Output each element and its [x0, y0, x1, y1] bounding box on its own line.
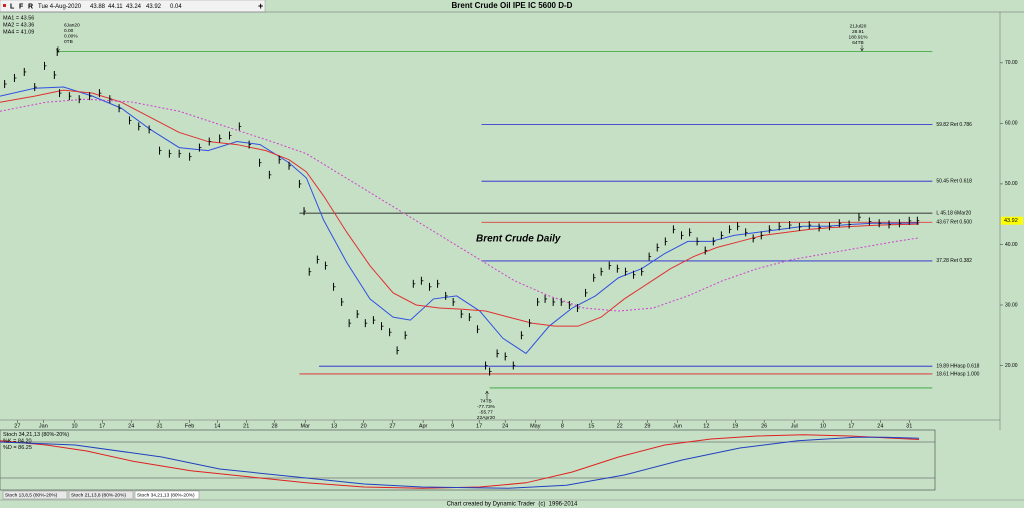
ma-legend: MA4 = 41.09 [3, 29, 34, 35]
stoch-line [0, 434, 920, 489]
chart-title: Brent Crude Oil IPE IC 5600 D-D [452, 1, 573, 10]
x-tick-label: Jan [39, 423, 48, 429]
toolbar-open: 43.88 [90, 4, 106, 10]
annotation-arrow [56, 46, 60, 53]
x-tick-label: 26 [761, 423, 767, 429]
toolbar-close: 43.92 [146, 4, 162, 10]
toolbar-plus: + [258, 1, 263, 11]
x-tick-label: Apr [419, 423, 428, 429]
x-tick-label: May [530, 423, 541, 429]
stoch-title: Stoch 34,21,13 (80%-20%) [3, 432, 69, 438]
annotation: 180.91% [849, 34, 869, 40]
tab[interactable] [68, 490, 134, 500]
annotation: 28.91 [852, 29, 864, 35]
x-tick-label: 15 [588, 423, 594, 429]
level-label: L 45.18 6Mar20 [936, 210, 971, 216]
y-tick-label: 20.00 [1005, 363, 1018, 369]
toolbar-high: 44.11 [108, 4, 123, 10]
y-tick-label: 40.00 [1005, 242, 1018, 248]
annotation: 0.00% [64, 33, 78, 39]
x-tick-label: 22 [617, 423, 623, 429]
x-tick-label: 10 [820, 423, 826, 429]
x-tick-label: 31 [906, 423, 912, 429]
annotation: 64TB [852, 40, 863, 46]
x-tick-label: 9 [451, 423, 454, 429]
stoch-line [0, 436, 920, 489]
x-tick-label: 13 [331, 423, 337, 429]
moving-average [0, 98, 920, 312]
x-tick-label: 28 [272, 423, 278, 429]
x-tick-label: 24 [877, 423, 883, 429]
x-tick-label: 17 [476, 423, 482, 429]
stoch-legend: %D = 86.25 [3, 445, 32, 451]
last-price-label: 43.92 [1004, 218, 1018, 224]
annotation-arrow [485, 390, 489, 399]
x-tick-label: 21 [243, 423, 249, 429]
annotation: -77.73% [477, 404, 496, 410]
x-tick-label: 27 [389, 423, 395, 429]
annotation: 74TB [480, 398, 491, 404]
x-tick-label: 27 [14, 423, 20, 429]
x-tick-label: 24 [128, 423, 134, 429]
tab-label[interactable]: Stoch 21,13,8 (80%-20%) [71, 492, 126, 498]
annotation: 0TB [64, 39, 73, 45]
moving-average [0, 89, 920, 327]
level-label: 37.28 Ret 0.382 [936, 258, 972, 264]
x-tick-label: Jun [673, 423, 682, 429]
level-label: 18.61 HHasp 1.000 [936, 371, 979, 377]
toolbar-date: Tue 4-Aug-2020 [38, 4, 82, 10]
y-tick-label: 50.00 [1005, 181, 1018, 187]
y-tick-label: 30.00 [1005, 302, 1018, 308]
annotation-arrow [860, 45, 864, 52]
x-tick-label: Feb [185, 423, 194, 429]
tab-label[interactable]: Stoch 34,21,13 (80%-20%) [137, 492, 195, 498]
chart-subtitle: Brent Crude Daily [476, 234, 561, 245]
x-tick-label: 31 [156, 423, 162, 429]
x-tick-label: 19 [732, 423, 738, 429]
x-tick-label: 8 [561, 423, 564, 429]
y-tick-label: 60.00 [1005, 121, 1018, 127]
x-tick-label: 29 [644, 423, 650, 429]
toolbar-icon[interactable]: F [19, 3, 24, 10]
annotation: 0.00 [64, 28, 74, 34]
last-price-box [1001, 216, 1023, 225]
x-tick-label: 17 [99, 423, 105, 429]
x-tick-label: 10 [72, 423, 78, 429]
toolbar-icon[interactable]: R [28, 3, 33, 10]
toolbar-icon[interactable]: L [10, 3, 15, 10]
ma-legend: MA1 = 43.56 [3, 15, 34, 21]
annotation: -55.77 [479, 409, 493, 415]
footer: Chart created by Dynamic Trader (c) 1996… [447, 502, 578, 508]
stoch-legend: %K = 84.20 [3, 438, 32, 444]
toolbar-low: 43.24 [126, 4, 142, 10]
level-label: 50.45 Ret 0.618 [936, 179, 972, 185]
y-tick-label: 70.00 [1005, 60, 1018, 66]
annotation: 6Jan20 [64, 22, 80, 28]
level-label: 59.82 Ret 0.786 [936, 122, 972, 128]
x-tick-label: 17 [848, 423, 854, 429]
x-tick-label: Jul [791, 423, 798, 429]
annotation: 21Jul20 [850, 23, 867, 29]
x-tick-label: 20 [361, 423, 367, 429]
tab[interactable] [2, 490, 68, 500]
x-tick-label: 12 [703, 423, 709, 429]
toolbar-change: 0.04 [170, 4, 182, 10]
x-tick-label: Mar [300, 423, 310, 429]
x-tick-label: 14 [214, 423, 220, 429]
tab[interactable] [134, 490, 200, 500]
level-label: 19.89 HHasp 0.618 [936, 364, 979, 370]
tab-label[interactable]: Stoch 13,8,5 (80%-20%) [5, 492, 58, 498]
x-tick-label: 24 [502, 423, 508, 429]
level-label: 43.67 Ret 0.500 [936, 220, 972, 226]
stoch-panel [0, 429, 936, 491]
ma-legend: MA2 = 43.36 [3, 22, 34, 28]
annotation: 22Apr20 [477, 415, 495, 421]
toolbar-dot [3, 4, 6, 7]
